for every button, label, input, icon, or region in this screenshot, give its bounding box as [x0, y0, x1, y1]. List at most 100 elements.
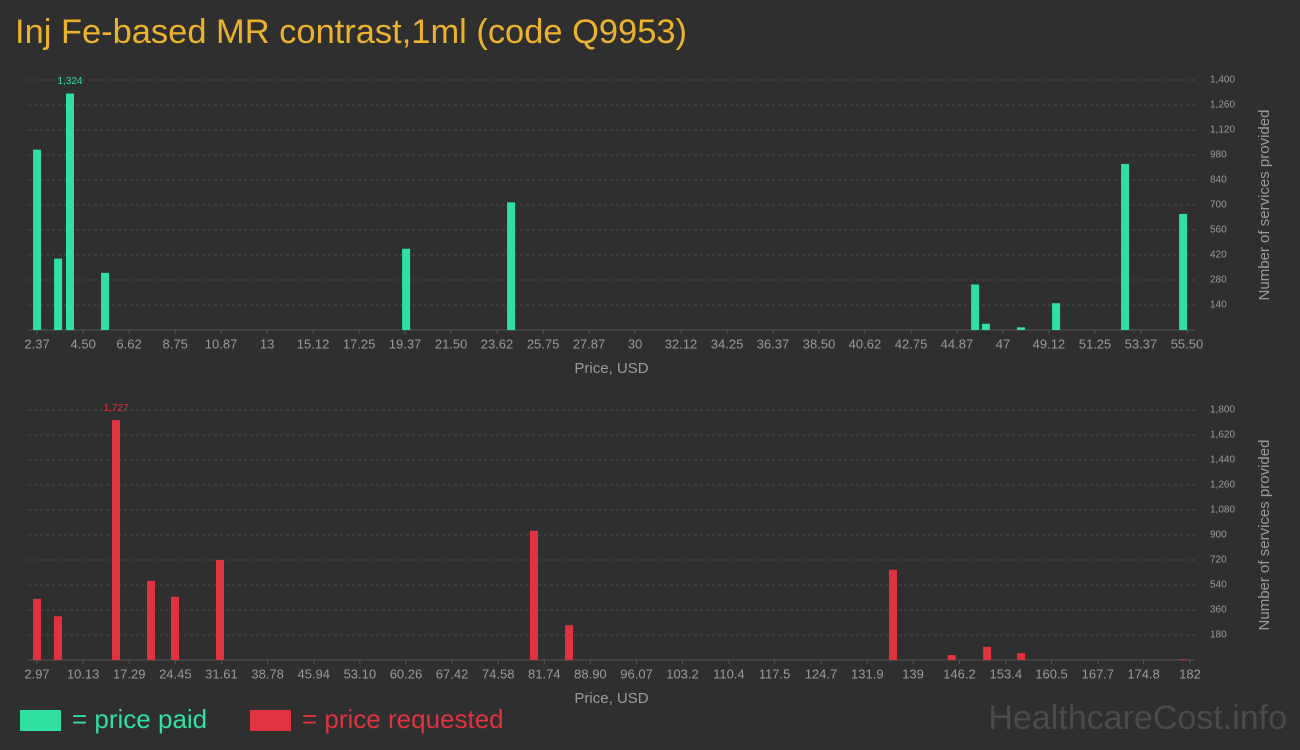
- x-tick-label: 88.90: [574, 666, 607, 681]
- x-tick-label: 110.4: [713, 666, 745, 681]
- x-tick-label: 167.7: [1082, 666, 1115, 681]
- bar: [947, 655, 956, 660]
- bar: [216, 560, 225, 660]
- bar: [981, 323, 990, 330]
- x-tick-label: 38.50: [803, 336, 836, 351]
- y-tick-label: 980: [1210, 150, 1227, 161]
- x-tick-label: 51.25: [1079, 336, 1112, 351]
- x-tick-label: 60.26: [390, 666, 423, 681]
- x-axis-title: Price, USD: [574, 690, 648, 707]
- y-tick-label: 360: [1210, 605, 1227, 616]
- x-tick-label: 19.37: [389, 336, 422, 351]
- y-tick-label: 140: [1210, 300, 1227, 311]
- bar: [33, 149, 42, 330]
- bar: [1052, 303, 1061, 330]
- bar: [33, 598, 42, 660]
- bar: [1016, 327, 1025, 330]
- y-tick-label: 1,080: [1210, 505, 1235, 516]
- x-tick-label: 44.87: [941, 336, 974, 351]
- y-tick-label: 280: [1210, 275, 1227, 286]
- bar: [54, 258, 63, 330]
- x-tick-label: 31.61: [205, 666, 238, 681]
- x-tick-label: 13: [260, 336, 274, 351]
- y-tick-label: 540: [1210, 580, 1227, 591]
- x-tick-label: 40.62: [849, 336, 882, 351]
- y-tick-label: 180: [1210, 630, 1227, 641]
- x-tick-label: 10.87: [205, 336, 238, 351]
- value-label: 1,324: [57, 76, 82, 87]
- x-tick-label: 24.45: [159, 666, 192, 681]
- x-tick-label: 174.8: [1127, 666, 1160, 681]
- x-tick-label: 21.50: [435, 336, 468, 351]
- x-tick-label: 153.4: [990, 666, 1023, 681]
- x-tick-label: 30: [628, 336, 642, 351]
- x-tick-label: 124.7: [805, 666, 838, 681]
- bar: [112, 420, 121, 660]
- x-tick-label: 47: [996, 336, 1010, 351]
- x-tick-label: 117.5: [759, 666, 791, 681]
- x-tick-label: 27.87: [573, 336, 606, 351]
- x-tick-label: 96.07: [620, 666, 653, 681]
- x-tick-label: 131.9: [851, 666, 884, 681]
- x-tick-label: 8.75: [163, 336, 188, 351]
- x-tick-label: 32.12: [665, 336, 698, 351]
- bar: [529, 530, 538, 660]
- x-tick-label: 103.2: [666, 666, 699, 681]
- x-tick-label: 67.42: [436, 666, 469, 681]
- y-tick-label: 700: [1210, 200, 1227, 211]
- x-axis-title: Price, USD: [574, 360, 648, 377]
- x-tick-label: 49.12: [1033, 336, 1066, 351]
- y-tick-label: 1,120: [1210, 125, 1235, 136]
- bar: [65, 93, 74, 330]
- legend-label: = price requested: [302, 704, 504, 734]
- y-tick-label: 840: [1210, 175, 1227, 186]
- y-tick-label: 1,620: [1210, 430, 1235, 441]
- chart-title: Inj Fe-based MR contrast,1ml (code Q9953…: [15, 13, 687, 51]
- y-tick-label: 560: [1210, 225, 1227, 236]
- bar: [101, 272, 110, 330]
- x-tick-label: 17.25: [343, 336, 376, 351]
- y-tick-label: 420: [1210, 250, 1227, 261]
- legend-label: = price paid: [72, 704, 207, 734]
- y-tick-label: 1,440: [1210, 455, 1235, 466]
- x-tick-label: 146.2: [943, 666, 976, 681]
- x-tick-label: 2.37: [24, 336, 49, 351]
- legend-swatch: [20, 710, 61, 731]
- x-tick-label: 53.10: [344, 666, 377, 681]
- bar: [983, 646, 992, 660]
- x-tick-label: 36.37: [757, 336, 790, 351]
- x-tick-label: 6.62: [116, 336, 141, 351]
- bar: [971, 284, 980, 330]
- x-tick-label: 55.50: [1171, 336, 1204, 351]
- bar: [147, 580, 156, 660]
- bar: [54, 616, 63, 660]
- x-tick-label: 34.25: [711, 336, 744, 351]
- bar: [1121, 163, 1130, 330]
- bar: [1178, 659, 1187, 660]
- y-tick-label: 1,800: [1210, 405, 1235, 416]
- x-tick-label: 25.75: [527, 336, 560, 351]
- x-tick-label: 182: [1179, 666, 1201, 681]
- y-tick-label: 1,260: [1210, 480, 1235, 491]
- watermark: HealthcareCost.info: [988, 699, 1287, 737]
- x-tick-label: 160.5: [1035, 666, 1068, 681]
- x-tick-label: 4.50: [71, 336, 96, 351]
- value-label: 1,727: [104, 403, 129, 414]
- x-tick-label: 10.13: [67, 666, 100, 681]
- x-tick-label: 15.12: [297, 336, 330, 351]
- bar: [402, 248, 411, 330]
- y-axis-title: Number of services provided: [1256, 110, 1273, 301]
- legend-swatch: [250, 710, 291, 731]
- bar: [1017, 653, 1026, 660]
- x-tick-label: 45.94: [297, 666, 330, 681]
- y-tick-label: 1,400: [1210, 75, 1235, 86]
- x-tick-label: 42.75: [895, 336, 928, 351]
- x-tick-label: 17.29: [113, 666, 146, 681]
- y-tick-label: 900: [1210, 530, 1227, 541]
- x-tick-label: 2.97: [24, 666, 49, 681]
- x-tick-label: 74.58: [482, 666, 515, 681]
- bar: [889, 569, 898, 660]
- x-tick-label: 38.78: [251, 666, 284, 681]
- y-tick-label: 720: [1210, 555, 1227, 566]
- bar: [1179, 213, 1188, 330]
